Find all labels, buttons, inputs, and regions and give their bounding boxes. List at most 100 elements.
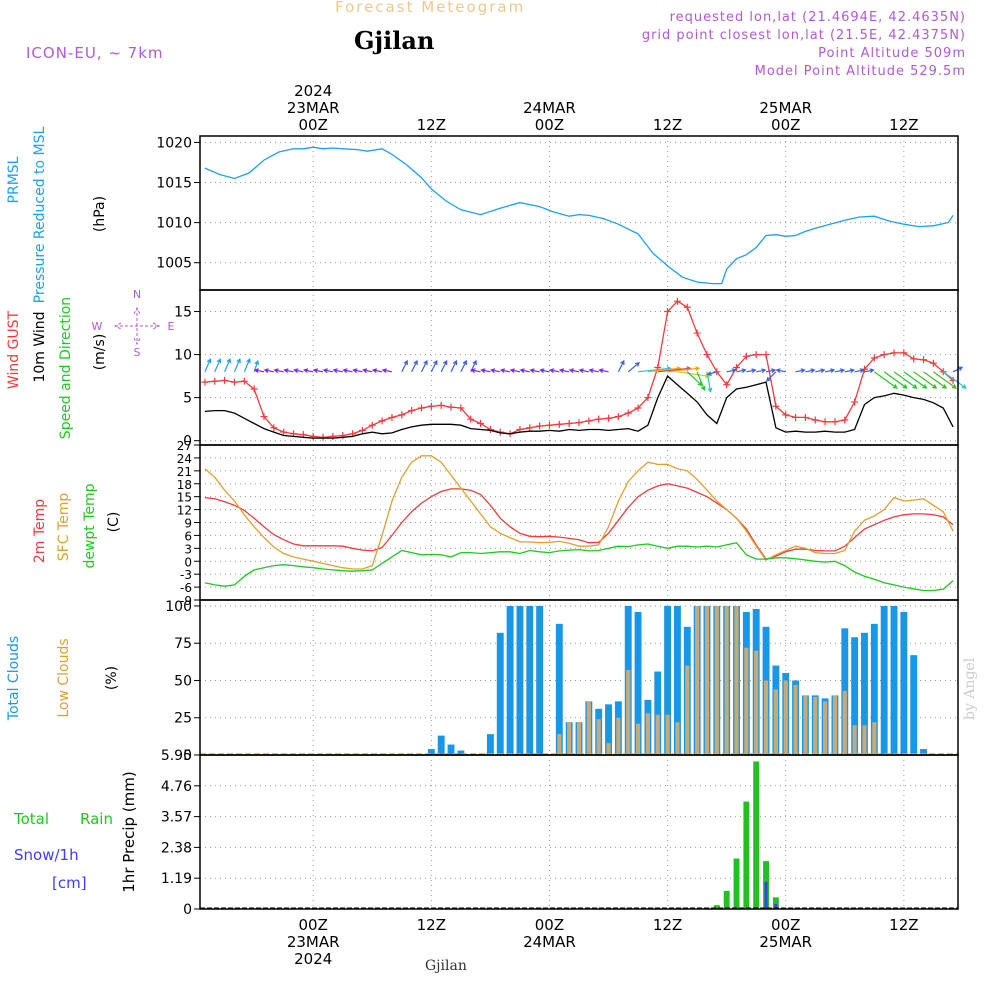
gust-marker <box>575 419 583 427</box>
gust-marker <box>388 413 396 421</box>
low-cloud-bar <box>695 605 700 755</box>
wind-arrow <box>617 359 625 373</box>
gust-marker <box>890 349 898 357</box>
y-tick-label: 3.57 <box>161 810 192 826</box>
wind-arrow <box>490 368 501 374</box>
gust-marker <box>900 349 908 357</box>
low-cloud-bar <box>685 665 690 755</box>
y-tick-label: 6 <box>184 529 192 543</box>
gust-marker <box>841 416 849 424</box>
low-cloud-bar <box>606 743 611 755</box>
gust-marker <box>408 407 416 415</box>
total-cloud-bar <box>664 605 672 755</box>
gust-marker <box>398 411 406 419</box>
gust-marker <box>565 419 573 427</box>
y-tick-label: 1.19 <box>161 871 192 887</box>
total-cloud-bar <box>457 750 465 755</box>
wind-arrow <box>864 368 875 374</box>
wind-arrow <box>696 371 706 391</box>
wind-arrow <box>263 368 274 374</box>
precip-label-unit: [cm] <box>52 874 87 892</box>
total-cloud-bar <box>506 605 514 755</box>
total-cloud-bar <box>427 749 435 755</box>
wind-arrow <box>499 368 511 374</box>
wind-arrow <box>253 368 265 374</box>
gust-marker <box>457 404 465 412</box>
y-tick-label: 27 <box>177 439 192 453</box>
wind-arrow <box>470 368 481 374</box>
wind-arrow <box>844 368 856 374</box>
wind-arrow <box>834 368 846 374</box>
total-cloud-bar <box>536 605 544 755</box>
gust-marker <box>605 414 613 422</box>
low-cloud-bar <box>724 605 729 755</box>
wind-arrow <box>381 368 393 374</box>
gust-marker <box>929 359 937 367</box>
low-cloud-bar <box>783 680 788 755</box>
series-line <box>204 455 954 570</box>
rain-bar <box>753 761 760 909</box>
low-cloud-bar <box>773 689 778 755</box>
gust-marker <box>230 378 238 386</box>
y-tick-label: 100 <box>165 599 192 615</box>
precip-label-rain: Rain <box>80 810 113 828</box>
bottom-time-label: 00Z <box>299 916 328 934</box>
gust-marker <box>486 426 494 433</box>
wind-arrow <box>342 368 353 374</box>
panel-label: Total Clouds <box>6 636 22 721</box>
gust-marker <box>417 404 425 412</box>
total-cloud-bar <box>900 611 908 755</box>
total-cloud-bar <box>910 655 918 755</box>
wind-arrow <box>420 359 428 373</box>
gust-marker <box>329 432 337 440</box>
gust-marker <box>851 398 859 406</box>
panel-label: PRMSL <box>6 156 22 203</box>
low-cloud-bar <box>872 722 877 755</box>
gust-marker <box>270 424 278 432</box>
wind-arrow <box>371 368 383 374</box>
wind-arrow <box>933 371 957 389</box>
panel-label: Low Clouds <box>56 638 72 717</box>
total-cloud-bar <box>605 704 612 755</box>
low-cloud-bar <box>616 717 621 755</box>
top-time-label: 24MAR <box>523 99 576 117</box>
gust-marker <box>526 424 534 432</box>
wind-arrow <box>519 368 530 374</box>
y-tick-label: -3 <box>180 568 192 582</box>
low-cloud-bar <box>675 722 680 755</box>
wind-arrow <box>243 358 251 373</box>
gust-marker <box>683 303 691 311</box>
gust-marker <box>782 411 790 419</box>
panel-label: Wind GUST <box>6 310 22 389</box>
y-tick-label: 0 <box>183 902 192 918</box>
wind-arrow <box>558 368 570 374</box>
gust-marker <box>240 377 248 385</box>
panel-label: (m/s) <box>92 334 108 371</box>
gust-marker <box>801 413 809 421</box>
low-cloud-bar <box>823 701 828 755</box>
grid-point-location: grid point closest lon,lat (21.5E, 42.43… <box>641 28 966 43</box>
gust-marker <box>752 351 760 359</box>
y-tick-label: 12 <box>177 504 192 518</box>
y-tick-label: 4.76 <box>161 779 192 795</box>
low-cloud-bar <box>635 723 641 755</box>
total-cloud-bar <box>890 605 898 755</box>
wind-arrow <box>283 368 294 374</box>
gust-marker <box>309 432 317 440</box>
top-time-label: 12Z <box>889 116 918 134</box>
wind-arrow <box>736 368 747 374</box>
panel-label: SFC Temp <box>56 493 72 562</box>
total-cloud-bar <box>526 605 534 755</box>
gust-marker <box>870 354 878 362</box>
low-cloud-bar <box>626 670 631 755</box>
y-tick-label: 15 <box>177 491 192 505</box>
wind-arrow <box>312 368 324 374</box>
y-tick-label: -9 <box>180 594 192 608</box>
wind-arrow <box>480 368 491 374</box>
wind-arrow <box>440 359 448 373</box>
wind-arrow <box>401 359 408 373</box>
wind-arrow <box>893 371 918 389</box>
gust-marker <box>673 297 681 305</box>
bottom-time-label: 12Z <box>889 916 918 934</box>
panel-label: (C) <box>106 512 122 533</box>
